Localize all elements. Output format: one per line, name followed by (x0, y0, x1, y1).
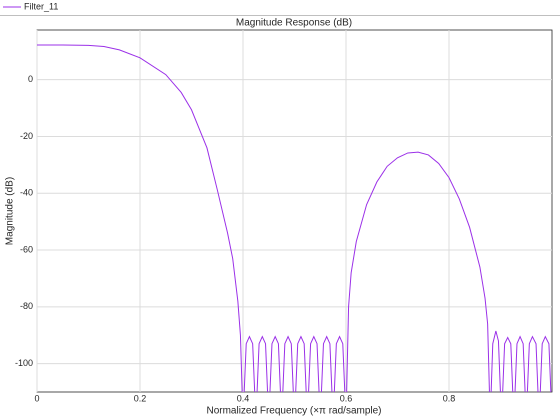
y-tick-label: -100 (15, 358, 33, 368)
x-axis-label: Normalized Frequency (×π rad/sample) (206, 406, 381, 417)
y-tick-label: -20 (20, 131, 33, 141)
x-tick-label: 0.8 (443, 393, 456, 403)
chart-title: Magnitude Response (dB) (236, 18, 352, 29)
series-line (37, 44, 552, 392)
legend-label: Filter_11 (24, 1, 58, 11)
plot-area (36, 29, 553, 393)
y-tick-label: -80 (20, 301, 33, 311)
y-tick-label: -40 (20, 188, 33, 198)
x-tick-label: 0 (34, 393, 39, 403)
y-tick-label: 0 (28, 74, 33, 84)
y-tick-label: -60 (20, 244, 33, 254)
x-tick-label: 0.4 (237, 393, 250, 403)
x-tick-label: 0.6 (340, 393, 353, 403)
y-axis-label: Magnitude (dB) (5, 177, 16, 245)
x-tick-label: 0.2 (134, 393, 147, 403)
